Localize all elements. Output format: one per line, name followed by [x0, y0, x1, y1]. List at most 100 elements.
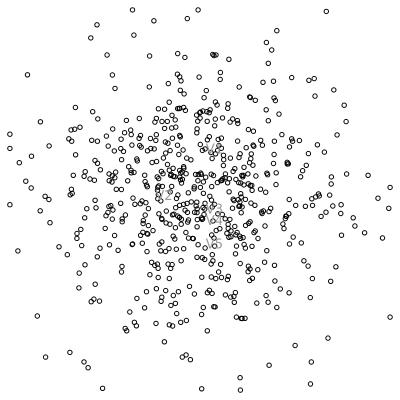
- data-point: [147, 272, 153, 278]
- data-point: [243, 145, 249, 151]
- data-point: [92, 157, 98, 164]
- data-point: [284, 161, 290, 167]
- data-point: [238, 194, 244, 200]
- data-point: [131, 32, 137, 38]
- data-point: [210, 51, 216, 58]
- data-point: [252, 202, 258, 209]
- data-point: [202, 146, 208, 152]
- data-point: [200, 190, 207, 197]
- data-point: [365, 172, 371, 179]
- data-point: [195, 171, 202, 178]
- data-point: [74, 230, 80, 237]
- data-point: [159, 216, 165, 223]
- data-point: [151, 18, 157, 24]
- data-point: [286, 241, 293, 247]
- data-point: [210, 218, 216, 224]
- data-point: [128, 170, 134, 176]
- data-point: [134, 158, 141, 164]
- data-point: [153, 158, 160, 165]
- data-point: [328, 174, 335, 180]
- data-point: [325, 335, 331, 341]
- data-point: [154, 261, 161, 267]
- data-point: [255, 267, 261, 273]
- data-point: [112, 85, 118, 92]
- data-point: [173, 205, 179, 211]
- data-point: [276, 111, 282, 117]
- data-point: [178, 258, 184, 264]
- data-point: [338, 202, 344, 208]
- data-point: [289, 136, 295, 142]
- data-point: [183, 229, 189, 236]
- data-point: [272, 97, 279, 104]
- data-point: [289, 74, 295, 81]
- data-point: [272, 278, 278, 284]
- data-point: [222, 292, 229, 298]
- data-point: [37, 119, 44, 125]
- data-point: [237, 235, 244, 242]
- data-point: [28, 153, 35, 159]
- data-point: [247, 219, 253, 225]
- data-point: [24, 72, 31, 78]
- data-point: [293, 202, 299, 209]
- data-point: [142, 212, 148, 218]
- data-point: [228, 228, 234, 234]
- data-point: [217, 76, 223, 83]
- data-point: [123, 117, 130, 124]
- data-point: [150, 227, 156, 234]
- data-point: [237, 375, 243, 381]
- data-point: [218, 145, 225, 151]
- data-point: [306, 77, 312, 84]
- data-point: [144, 230, 150, 237]
- data-point: [237, 203, 243, 209]
- data-point: [173, 246, 180, 252]
- data-point: [225, 101, 231, 107]
- data-point: [217, 261, 224, 268]
- data-point: [93, 205, 99, 211]
- data-point: [264, 170, 270, 176]
- data-point: [227, 216, 233, 223]
- data-point: [321, 149, 328, 155]
- data-point: [185, 190, 192, 196]
- data-point: [183, 352, 189, 358]
- data-point: [87, 176, 93, 182]
- data-point: [90, 109, 96, 115]
- data-point: [299, 168, 306, 174]
- data-point: [201, 95, 207, 101]
- data-point: [217, 226, 223, 232]
- data-point: [195, 178, 201, 184]
- data-point: [236, 84, 242, 90]
- data-point: [109, 72, 116, 78]
- data-point: [127, 309, 133, 315]
- annotation-label: V3: [206, 203, 223, 218]
- data-point: [263, 107, 269, 113]
- data-point: [181, 165, 187, 171]
- data-point: [82, 262, 88, 268]
- data-point: [72, 126, 78, 132]
- data-point: [46, 143, 52, 149]
- data-point: [270, 160, 277, 167]
- data-point: [265, 299, 271, 305]
- data-point: [237, 199, 243, 205]
- data-point: [212, 243, 218, 249]
- data-point: [105, 143, 111, 149]
- data-point: [242, 222, 249, 229]
- data-point: [200, 179, 207, 185]
- data-point: [94, 22, 100, 28]
- data-point: [208, 171, 214, 177]
- data-point: [159, 183, 166, 190]
- data-point: [15, 248, 21, 254]
- data-point: [204, 328, 211, 334]
- data-point: [247, 94, 254, 101]
- data-point: [263, 39, 270, 46]
- data-point: [284, 159, 290, 166]
- data-point: [241, 241, 247, 248]
- data-point: [67, 349, 73, 356]
- data-point: [226, 56, 232, 62]
- data-point: [121, 130, 128, 136]
- data-point: [173, 195, 180, 202]
- data-point: [166, 275, 173, 282]
- data-point: [188, 199, 195, 205]
- data-point: [160, 155, 167, 161]
- data-point: [118, 200, 124, 207]
- data-point: [68, 127, 74, 133]
